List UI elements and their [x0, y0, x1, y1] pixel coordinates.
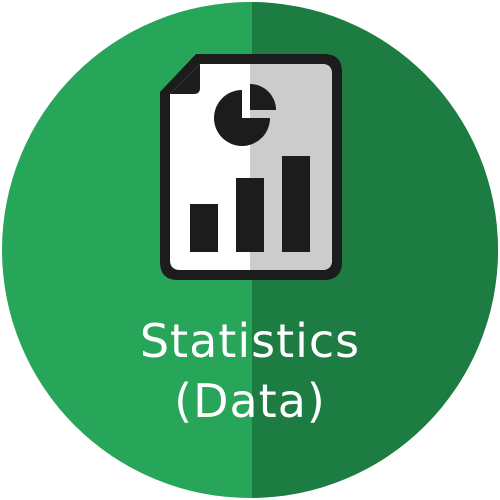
document-fold-corner [170, 64, 200, 94]
pie-large-slice [214, 90, 270, 146]
caption-subtitle: (Data) [174, 374, 326, 428]
bar-chart-icon [190, 156, 310, 252]
caption-title: Statistics [139, 314, 361, 368]
bar-3 [282, 156, 310, 252]
pie-small-slice [250, 84, 276, 110]
statistics-document-icon [160, 54, 342, 280]
pie-chart-icon [214, 84, 276, 146]
bar-2 [236, 178, 264, 252]
bar-1 [190, 204, 218, 252]
